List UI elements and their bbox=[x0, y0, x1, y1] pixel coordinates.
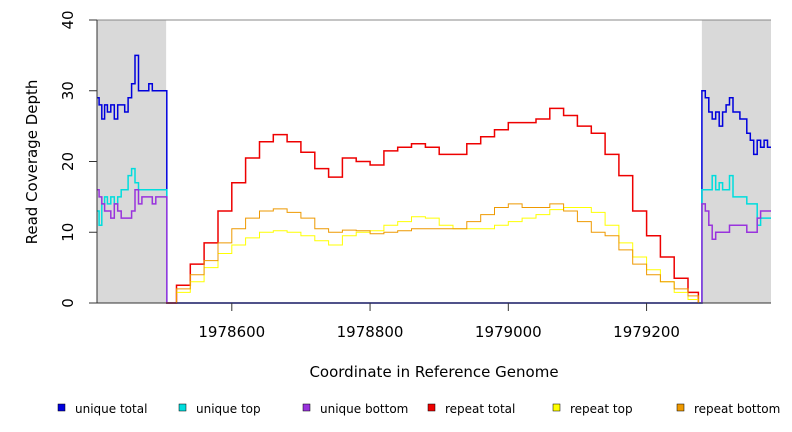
y-tick-label: 10 bbox=[59, 223, 77, 242]
legend-label: unique top bbox=[196, 402, 261, 416]
axes bbox=[96, 19, 771, 304]
series-line-repeat-total bbox=[166, 107, 700, 304]
series-lines bbox=[97, 54, 771, 304]
legend-swatch bbox=[302, 403, 311, 412]
legend-swatch bbox=[57, 403, 66, 412]
x-tick-label: 1979000 bbox=[475, 323, 542, 341]
series-line-unique-total bbox=[97, 54, 771, 304]
legend-label: repeat total bbox=[445, 402, 515, 416]
legend-label: unique bottom bbox=[320, 402, 408, 416]
y-axis-label: Read Coverage Depth bbox=[23, 80, 41, 245]
legend-swatch bbox=[178, 403, 187, 412]
legend-label: repeat bottom bbox=[694, 402, 780, 416]
series-line-unique-bottom bbox=[97, 189, 771, 304]
legend-label: repeat top bbox=[570, 402, 633, 416]
x-tick-label: 1979200 bbox=[613, 323, 680, 341]
legend-swatch bbox=[427, 403, 436, 412]
y-tick-label: 20 bbox=[59, 152, 77, 171]
y-axis-ticks: 0 10 20 30 40 bbox=[59, 10, 97, 308]
legend-label: unique total bbox=[75, 402, 147, 416]
series-line-repeat-top bbox=[166, 207, 699, 304]
x-tick-label: 1978600 bbox=[198, 323, 265, 341]
series-line-unique-top bbox=[97, 167, 771, 304]
y-tick-label: 40 bbox=[59, 10, 77, 29]
legend: unique total unique top unique bottom repea… bbox=[57, 402, 780, 416]
x-axis-label: Coordinate in Reference Genome bbox=[309, 363, 558, 381]
y-tick-label: 30 bbox=[59, 81, 77, 100]
shaded-region-1 bbox=[701, 20, 771, 303]
x-axis-ticks: 1978600 1978800 1979000 1979200 bbox=[198, 303, 680, 341]
x-tick-label: 1978800 bbox=[337, 323, 404, 341]
legend-swatch bbox=[552, 403, 561, 412]
y-tick-label: 0 bbox=[59, 298, 77, 308]
shaded-regions bbox=[97, 20, 771, 303]
legend-swatch bbox=[676, 403, 685, 412]
shaded-region-0 bbox=[97, 20, 167, 303]
series-line-repeat-bottom bbox=[166, 203, 699, 304]
